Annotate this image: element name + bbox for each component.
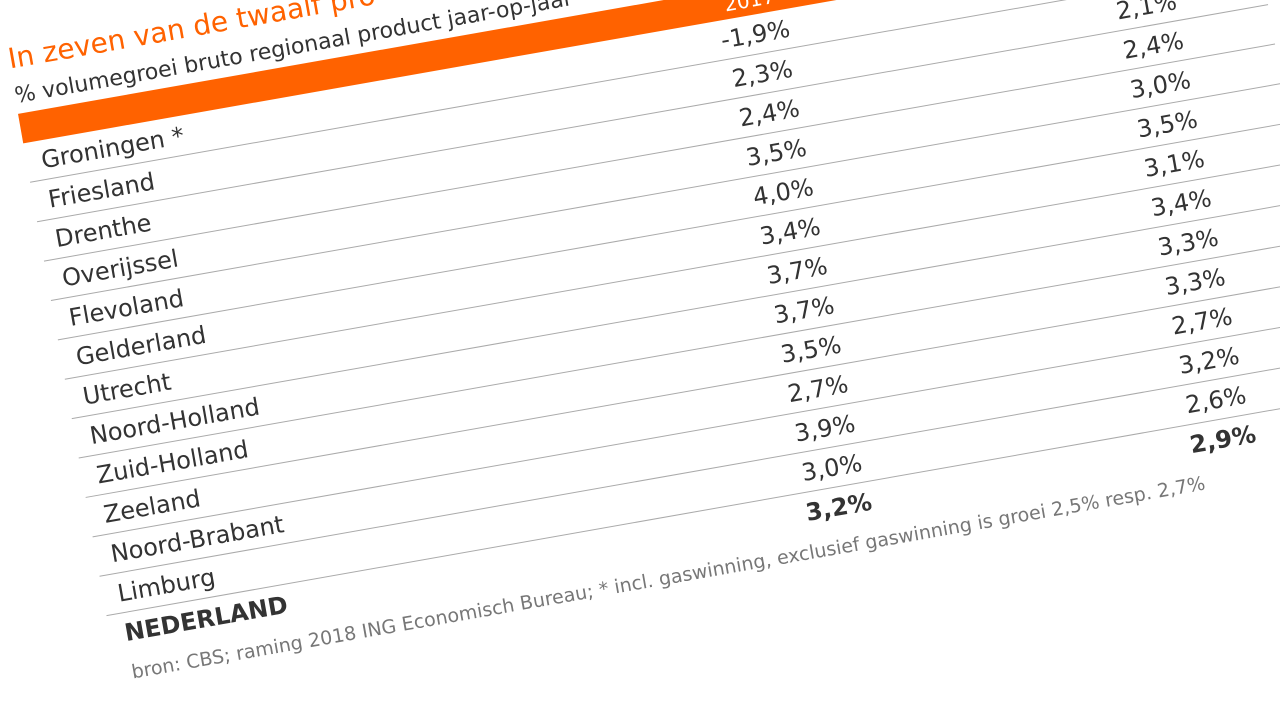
table-frame: In zeven van de twaalf pro % volumegroei… (5, 0, 1280, 690)
